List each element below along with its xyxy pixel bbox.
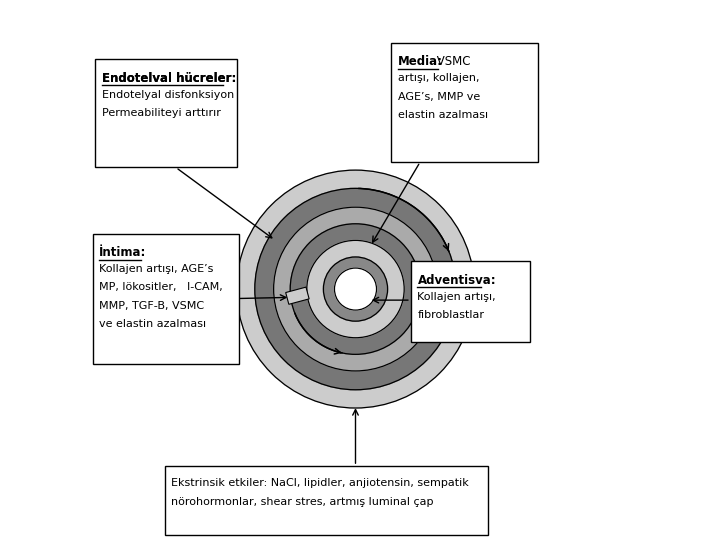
Text: Endotelyal disfonksiyon: Endotelyal disfonksiyon xyxy=(102,90,235,100)
Circle shape xyxy=(290,224,421,354)
Text: fibroblastlar: fibroblastlar xyxy=(417,310,484,320)
Text: MMP, TGF-B, VSMC: MMP, TGF-B, VSMC xyxy=(100,301,205,311)
Circle shape xyxy=(274,207,437,371)
Circle shape xyxy=(334,268,377,310)
Text: AGE’s, MMP ve: AGE’s, MMP ve xyxy=(398,92,481,102)
FancyBboxPatch shape xyxy=(92,234,240,364)
Text: ve elastin azalması: ve elastin azalması xyxy=(100,319,206,329)
Text: nörohormonlar, shear stres, artmış luminal çap: nörohormonlar, shear stres, artmış lumin… xyxy=(171,497,434,507)
Text: artışı, kollajen,: artışı, kollajen, xyxy=(398,73,480,83)
FancyBboxPatch shape xyxy=(95,59,237,167)
FancyBboxPatch shape xyxy=(392,43,538,162)
FancyBboxPatch shape xyxy=(165,466,488,535)
Circle shape xyxy=(255,188,456,390)
Circle shape xyxy=(237,170,474,408)
Text: Kollajen artışı,: Kollajen artışı, xyxy=(417,292,496,302)
Text: İntima:: İntima: xyxy=(100,246,146,259)
Circle shape xyxy=(307,240,404,337)
Text: Endotelval hücreler:: Endotelval hücreler: xyxy=(102,72,237,85)
Text: Adventisva:: Adventisva: xyxy=(417,274,496,286)
Text: VSMC: VSMC xyxy=(433,55,471,68)
Bar xyxy=(286,287,309,304)
FancyBboxPatch shape xyxy=(411,261,530,341)
Text: Media:: Media: xyxy=(398,55,443,68)
Text: Permeabiliteyi arttırır: Permeabiliteyi arttırır xyxy=(102,108,221,118)
Text: Kollajen artışı, AGE’s: Kollajen artışı, AGE’s xyxy=(100,264,214,274)
Text: Endotelval hücreler:: Endotelval hücreler: xyxy=(102,72,237,85)
Circle shape xyxy=(324,257,387,321)
Text: MP, lökositler,   I-CAM,: MP, lökositler, I-CAM, xyxy=(100,282,223,292)
Text: elastin azalması: elastin azalması xyxy=(398,110,488,120)
Text: Ekstrinsik etkiler: NaCl, lipidler, anjiotensin, sempatik: Ekstrinsik etkiler: NaCl, lipidler, anji… xyxy=(171,478,469,488)
